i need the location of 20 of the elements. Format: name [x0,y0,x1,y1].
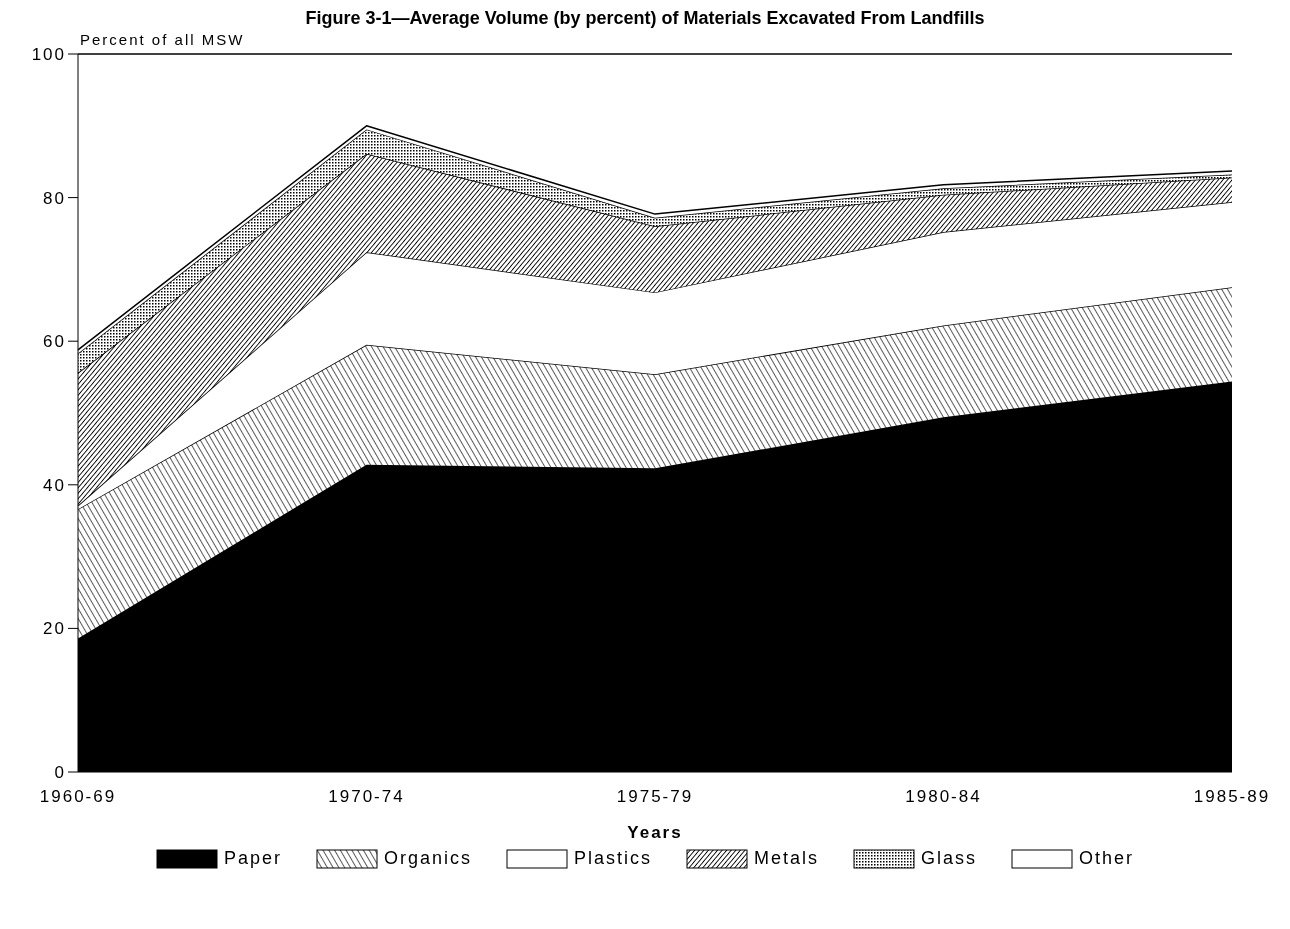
legend-label: Glass [921,848,978,869]
x-tick-label: 1985-89 [1193,787,1271,807]
legend-label: Organics [383,848,472,869]
x-tick-label: 1960-69 [39,787,117,807]
chart-title: Figure 3-1—Average Volume (by percent) of Materials Excavated From Landfills [304,8,986,29]
x-tick-label: 1975-79 [616,787,694,807]
x-tick-label: 1980-84 [905,787,982,807]
x-axis-title: Years [627,823,683,842]
legend-label: Metals [754,848,820,869]
legend-label: Paper [223,848,282,869]
y-tick-label: 80 [43,188,66,208]
y-tick-label: 20 [43,619,66,639]
y-tick-label: 0 [54,763,66,783]
y-tick-label: 60 [43,332,66,352]
x-tick-label: 1970-74 [328,787,405,807]
y-axis-title: Percent of all MSW [80,31,246,48]
y-tick-label: 40 [43,475,66,495]
y-tick-label: 100 [31,45,66,65]
legend-label: Plastics [574,848,653,869]
legend-label: Other [1079,848,1135,869]
